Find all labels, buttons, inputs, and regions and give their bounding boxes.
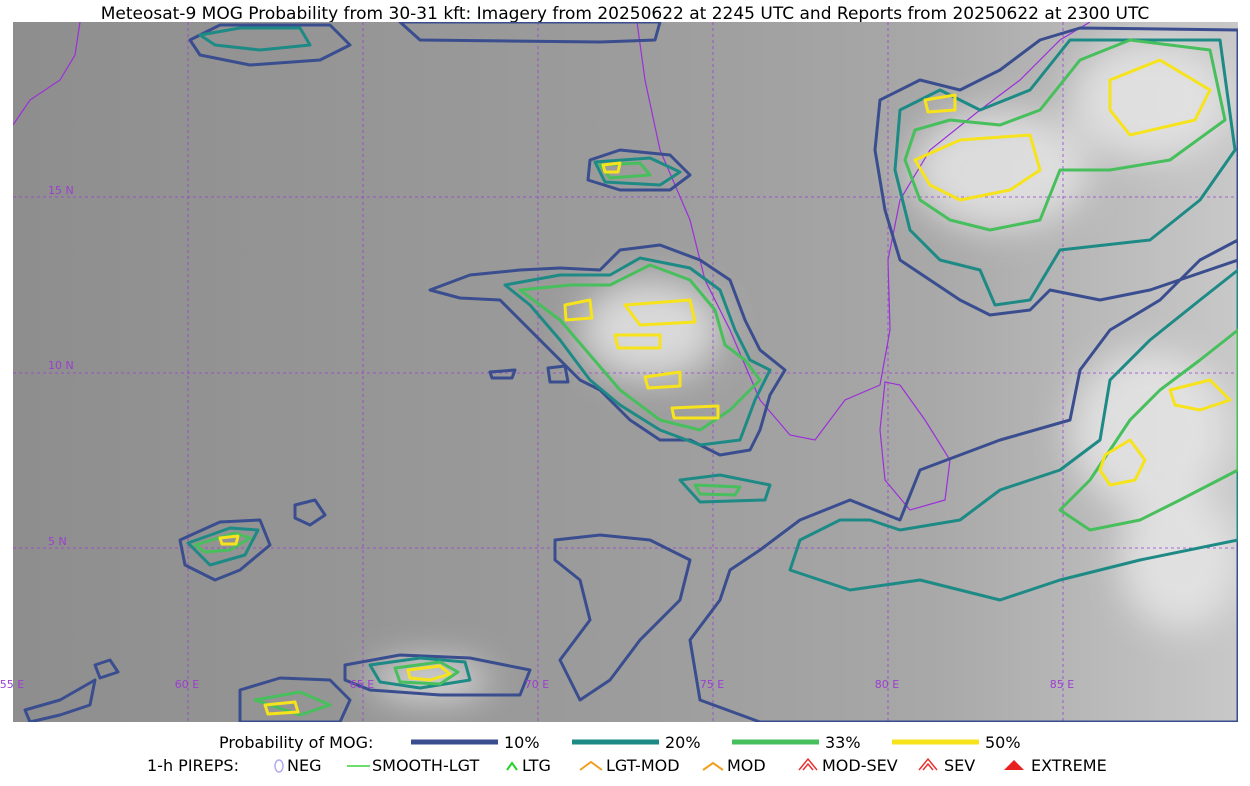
legend-label: NEG	[287, 756, 321, 775]
legend-label: 50%	[985, 733, 1021, 752]
pirep-icon	[274, 759, 284, 773]
lat-label: 5 N	[48, 535, 67, 548]
lon-label: 75 E	[700, 678, 724, 691]
legend-label: LGT-MOD	[606, 756, 680, 775]
legend-title: Probability of MOG:	[219, 733, 373, 752]
legend-label: SEV	[944, 756, 975, 775]
pirep-icon	[918, 757, 938, 771]
pirep-icon	[506, 761, 518, 771]
legend-label: 10%	[504, 733, 540, 752]
lat-label: 15 N	[48, 184, 74, 197]
lon-labels: 55 E 60 E 65 E 70 E 75 E 80 E 85 E	[0, 678, 1074, 691]
map	[13, 22, 1238, 722]
lon-label: 60 E	[175, 678, 199, 691]
lon-label: 70 E	[525, 678, 549, 691]
legend-label: EXTREME	[1031, 756, 1107, 775]
lat-label: 10 N	[48, 359, 74, 372]
legend-pireps: 1-h PIREPS: NEG SMOOTH-LGT LTG LGT-MOD M…	[147, 756, 1107, 775]
legend-label: 33%	[825, 733, 861, 752]
lat-labels: 15 N 10 N 5 N	[48, 184, 74, 548]
legend-label: MOD	[727, 756, 766, 775]
title: Meteosat-9 MOG Probability from 30-31 kf…	[101, 4, 1150, 24]
legend-label: 20%	[665, 733, 701, 752]
pirep-icon	[702, 761, 724, 771]
legend-title: 1-h PIREPS:	[147, 756, 239, 775]
pirep-icon	[798, 757, 818, 771]
legend-label: LTG	[522, 756, 551, 775]
legend-label: SMOOTH-LGT	[372, 756, 479, 775]
lon-label: 65 E	[350, 678, 374, 691]
lon-label: 80 E	[875, 678, 899, 691]
legend-label: MOD-SEV	[822, 756, 898, 775]
legend-probability: Probability of MOG: 10% 20% 33% 50%	[219, 733, 1021, 752]
lon-label: 85 E	[1050, 678, 1074, 691]
pirep-icon	[1004, 760, 1024, 770]
pirep-icon	[579, 760, 603, 771]
lon-label: 55 E	[0, 678, 24, 691]
